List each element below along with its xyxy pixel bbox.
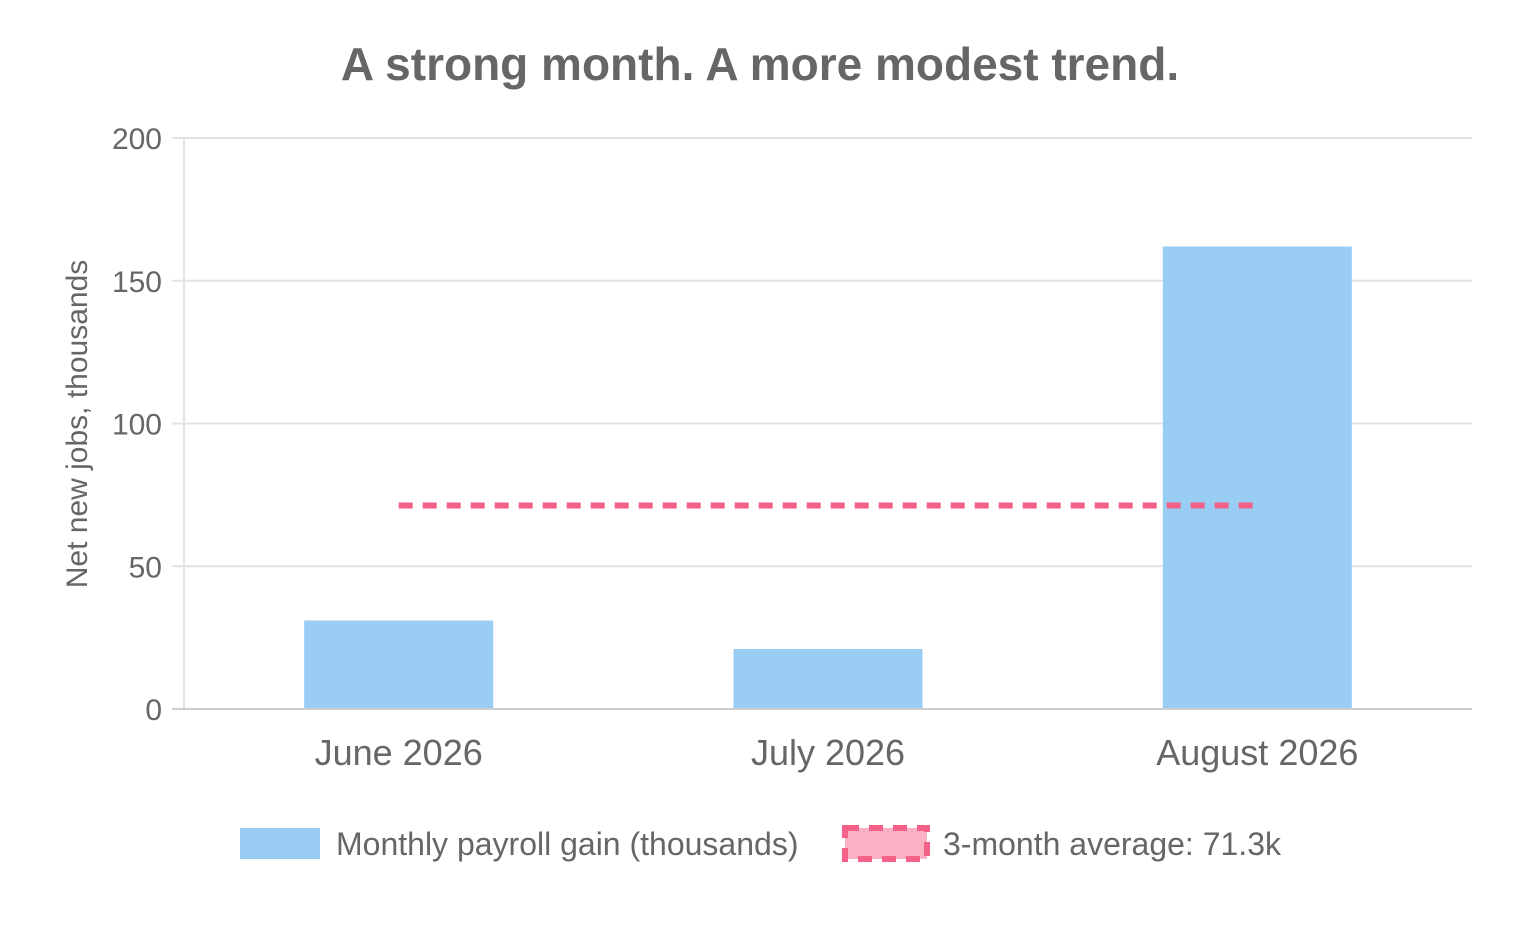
y-tick-label: 100	[112, 409, 162, 442]
y-tick-label: 50	[129, 551, 162, 584]
legend-swatch-line	[842, 825, 930, 862]
x-tick-label: July 2026	[751, 732, 905, 773]
bar	[733, 649, 923, 709]
bar	[1162, 246, 1352, 710]
axes	[172, 138, 1472, 710]
y-tick-label: 200	[112, 123, 162, 156]
x-tick-label: August 2026	[1156, 732, 1358, 773]
legend-swatch-bar	[240, 828, 320, 859]
chart-title: A strong month. A more modest trend.	[341, 38, 1179, 90]
x-tick-label: June 2026	[315, 732, 483, 773]
legend-label-bar: Monthly payroll gain (thousands)	[336, 826, 798, 862]
bar-series	[304, 246, 1352, 710]
y-axis-title: Net new jobs, thousands	[61, 260, 94, 589]
y-axis-ticks: 0 50 100 150 200	[112, 123, 184, 727]
y-tick-label: 0	[145, 694, 162, 727]
y-tick-label: 150	[112, 266, 162, 299]
bar	[304, 620, 494, 709]
legend: Monthly payroll gain (thousands) 3-month…	[240, 825, 1282, 862]
legend-label-line: 3-month average: 71.3k	[943, 826, 1282, 862]
x-axis-ticks: June 2026 July 2026 August 2026	[315, 732, 1359, 773]
